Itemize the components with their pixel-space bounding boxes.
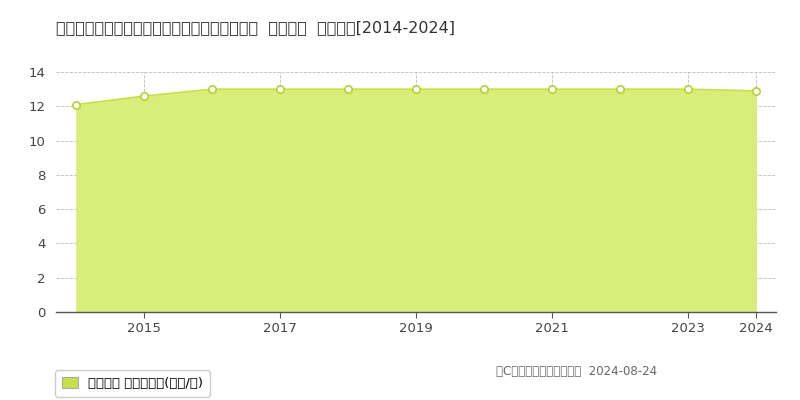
Legend: 地価公示 平均坪単価(万円/坪): 地価公示 平均坪単価(万円/坪) xyxy=(55,370,210,397)
Text: 福島県いわき市勿来町窪田町通１丁目４３番３  地価公示  地価推移[2014-2024]: 福島県いわき市勿来町窪田町通１丁目４３番３ 地価公示 地価推移[2014-202… xyxy=(56,20,455,35)
Point xyxy=(138,93,150,99)
Point xyxy=(614,86,626,92)
Point xyxy=(342,86,354,92)
Point xyxy=(206,86,218,92)
Point xyxy=(546,86,558,92)
Text: （C）土地価格ドットコム  2024-08-24: （C）土地価格ドットコム 2024-08-24 xyxy=(496,365,657,378)
Point xyxy=(750,88,762,94)
Point xyxy=(274,86,286,92)
Point xyxy=(478,86,490,92)
Point xyxy=(682,86,694,92)
Point xyxy=(410,86,422,92)
Point xyxy=(70,101,82,108)
